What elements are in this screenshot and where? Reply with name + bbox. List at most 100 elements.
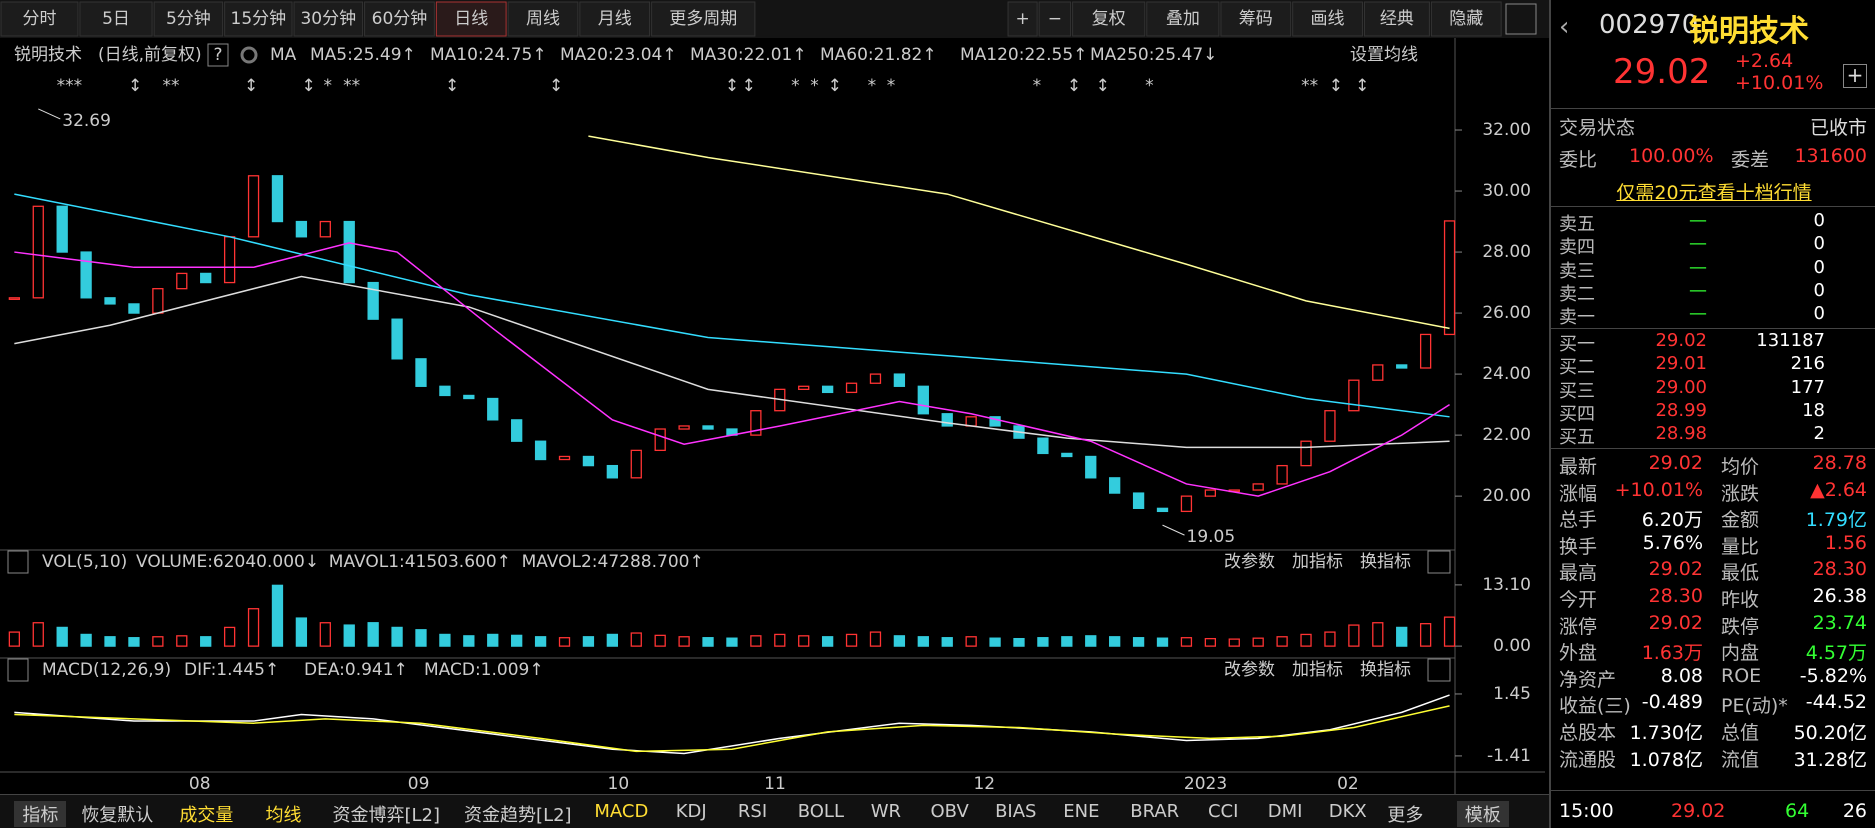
signal-marker: *** <box>57 76 83 96</box>
period-label[interactable]: 5日 <box>102 9 130 29</box>
tool-label[interactable]: 画线 <box>1311 9 1345 29</box>
stat-value: 29.02 <box>1648 558 1703 581</box>
tab[interactable]: 资金博弈[L2] <box>332 805 441 826</box>
last-price: 29.02 <box>1613 52 1711 92</box>
period-label[interactable]: 30分钟 <box>300 9 356 29</box>
signal-marker: * <box>323 76 332 96</box>
wc: 131600 <box>1794 145 1867 167</box>
period-label[interactable]: 15分钟 <box>231 9 287 29</box>
volume-bar <box>630 632 642 647</box>
period-label[interactable]: 5分钟 <box>166 9 211 29</box>
tool-label[interactable]: 叠加 <box>1166 9 1200 29</box>
tab[interactable]: 均线 <box>265 805 302 826</box>
tab[interactable]: BIAS <box>995 801 1037 822</box>
tool-button[interactable] <box>1007 1 1038 37</box>
tab[interactable]: RSI <box>737 801 768 822</box>
tab[interactable]: MACD <box>594 801 649 822</box>
panel-button[interactable]: 改参数 <box>1224 552 1275 572</box>
tool-button[interactable] <box>1072 1 1146 37</box>
period-label[interactable]: 更多周期 <box>669 9 737 29</box>
period-button[interactable] <box>435 1 507 37</box>
y-tick-label: 13.10 <box>1482 575 1531 595</box>
back-arrow: ‹ <box>1559 12 1570 42</box>
signal-marker: ↕ <box>1329 76 1343 96</box>
tab[interactable]: 成交量 <box>179 805 234 826</box>
stat-value: +10.01% <box>1614 478 1703 501</box>
tab[interactable]: DMI <box>1267 801 1303 822</box>
period-label[interactable]: 60分钟 <box>372 9 428 29</box>
divider <box>1551 790 1875 791</box>
tab[interactable]: 资金趋势[L2] <box>464 805 572 826</box>
book-volume: 18 <box>1802 399 1825 421</box>
period-button[interactable] <box>507 1 579 37</box>
candle <box>678 425 690 430</box>
panel-button[interactable]: 加指标 <box>1292 552 1343 572</box>
book-label: 卖四 <box>1559 237 1595 259</box>
candle <box>534 440 547 461</box>
book-label: 买五 <box>1559 427 1595 449</box>
period-button[interactable] <box>293 1 364 37</box>
period-button[interactable] <box>579 1 651 37</box>
tool-button[interactable] <box>1363 1 1430 37</box>
tool-label[interactable]: 经典 <box>1380 9 1414 29</box>
stat-value: -5.82% <box>1799 664 1867 687</box>
period-button[interactable] <box>224 1 293 37</box>
candle <box>1419 333 1432 369</box>
tab[interactable]: KDJ <box>675 801 707 822</box>
panel-button[interactable]: 换指标 <box>1360 660 1411 680</box>
tab[interactable]: BRAR <box>1130 801 1180 822</box>
period-label[interactable]: 日线 <box>454 9 488 29</box>
volume-bar <box>1085 635 1097 647</box>
tool-button[interactable] <box>1038 1 1072 37</box>
period-button[interactable] <box>153 1 224 37</box>
volume-bar <box>319 622 331 647</box>
promo[interactable]: 仅需20元查看十档行情 <box>1616 182 1812 204</box>
period-label[interactable]: 周线 <box>526 9 560 29</box>
close-box[interactable] <box>1427 658 1451 682</box>
volume-bar <box>391 626 403 647</box>
tab[interactable]: ENE <box>1063 801 1100 822</box>
panel-button[interactable]: 换指标 <box>1360 552 1411 572</box>
close-box[interactable] <box>1427 550 1451 574</box>
signal-marker: * <box>810 76 819 96</box>
candle <box>200 272 212 284</box>
volume-bar <box>654 634 666 647</box>
tool-label[interactable]: − <box>1048 9 1062 29</box>
tool-label[interactable]: 复权 <box>1092 9 1126 29</box>
tab[interactable]: BOLL <box>797 801 844 822</box>
fullscreen-icon[interactable] <box>1505 3 1537 35</box>
tab[interactable]: 恢复默认 <box>81 805 154 826</box>
volume-bar <box>678 636 690 647</box>
candle <box>463 394 475 400</box>
add-button[interactable]: + <box>1843 64 1867 88</box>
period-button[interactable] <box>364 1 435 37</box>
period-label[interactable]: 月线 <box>598 9 632 29</box>
panel-button[interactable]: 加指标 <box>1292 660 1343 680</box>
tool-button[interactable] <box>1430 1 1502 37</box>
period-label[interactable]: 分时 <box>22 9 56 29</box>
ma-label: MA <box>270 45 297 65</box>
period-button[interactable] <box>0 1 79 37</box>
tab[interactable]: OBV <box>930 801 969 822</box>
tool-button[interactable] <box>1220 1 1292 37</box>
panel-button[interactable]: 改参数 <box>1224 660 1275 680</box>
period-button[interactable] <box>79 1 153 37</box>
tool-button[interactable] <box>1292 1 1363 37</box>
legend-entry: VOLUME:62040.000↓ <box>136 552 319 572</box>
tool-button[interactable] <box>1146 1 1220 37</box>
tab[interactable]: 指标 <box>14 801 67 827</box>
tab[interactable]: CCI <box>1207 801 1239 822</box>
tool-label[interactable]: 隐藏 <box>1449 9 1483 29</box>
period-button[interactable] <box>651 1 756 37</box>
tab[interactable]: DKX <box>1328 801 1367 822</box>
volume-bar <box>702 637 714 647</box>
tool-label[interactable]: 筹码 <box>1239 9 1273 29</box>
tab[interactable]: WR <box>870 801 901 822</box>
candle <box>750 410 762 436</box>
volume-bar <box>1348 624 1360 647</box>
tick-cell: 64 <box>1785 800 1810 822</box>
book-price: 28.98 <box>1655 423 1707 445</box>
tab[interactable]: 更多 <box>1387 805 1424 826</box>
tab[interactable]: 模板 <box>1456 801 1509 827</box>
tool-label[interactable]: + <box>1015 9 1029 29</box>
